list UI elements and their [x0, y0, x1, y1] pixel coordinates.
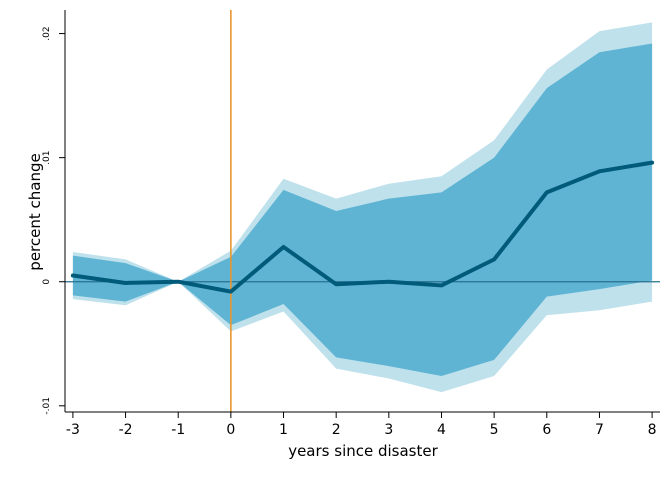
x-tick-label: 5	[490, 422, 499, 438]
confidence-bands	[72, 22, 653, 393]
y-tick-label: .01	[42, 150, 52, 164]
x-tick-label: -1	[171, 422, 185, 438]
x-tick-label: 7	[595, 422, 604, 438]
x-tick-label: 3	[384, 422, 393, 438]
x-tick-label: 8	[648, 422, 657, 438]
y-axis-title: percent change	[26, 153, 44, 270]
x-tick-label: 1	[279, 422, 288, 438]
y-tick-label: .02	[42, 26, 52, 40]
x-tick-label: -2	[119, 422, 133, 438]
inner-ci-band	[72, 43, 653, 377]
x-tick-label: 4	[437, 422, 446, 438]
y-tick-label: -.01	[42, 397, 52, 415]
y-tick-label: 0	[42, 279, 52, 285]
point-estimate-line	[70, 160, 655, 294]
x-tick-label: 6	[542, 422, 551, 438]
x-axis-title: years since disaster	[288, 442, 438, 460]
x-tick-label: -3	[66, 422, 80, 438]
estimate-series	[70, 160, 655, 294]
x-tick-label: 2	[332, 422, 341, 438]
x-tick-label: 0	[226, 422, 235, 438]
axes: -3 -2 -1 0 1 2 3 4 5 6 7 8 -.01 0 .01 .02	[42, 10, 660, 438]
